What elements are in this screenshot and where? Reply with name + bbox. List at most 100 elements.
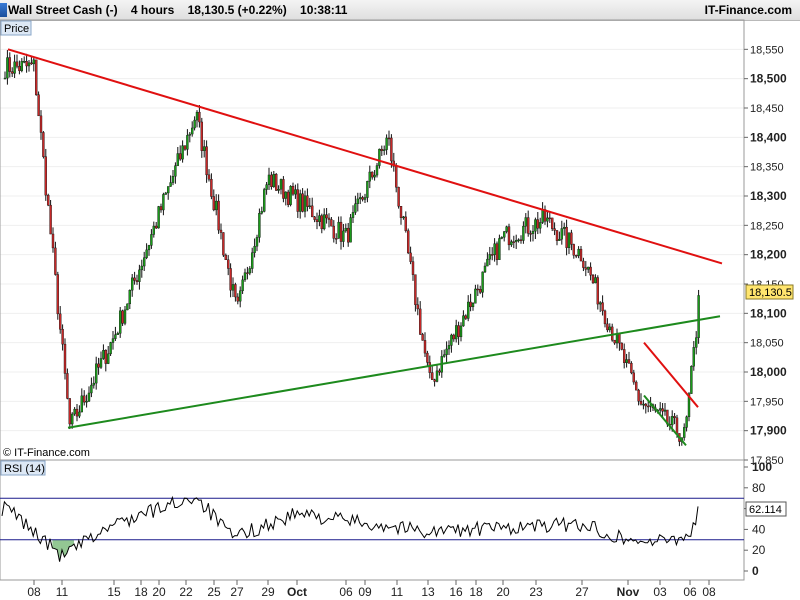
price-tick-label: 18,300 [750, 189, 787, 203]
candle-body [142, 257, 146, 267]
candle-body [375, 165, 379, 176]
candle-body [373, 174, 376, 178]
brand-label: IT-Finance.com [704, 3, 792, 17]
candle-body [531, 230, 535, 234]
candle-body [522, 225, 525, 241]
candle-body [282, 179, 285, 199]
candle-body [611, 326, 614, 341]
candle-body [243, 272, 247, 281]
candle-body [397, 186, 400, 207]
rsi-panel-label: RSI (14) [4, 463, 45, 475]
candle-body [138, 269, 141, 282]
clock-time: 10:38:11 [300, 3, 348, 17]
rsi-axis: 020406080100 [744, 460, 772, 578]
candle-body [320, 215, 323, 230]
candle-body [106, 353, 110, 364]
candle-body [414, 274, 417, 305]
candle-body [349, 217, 352, 243]
trendlines [7, 48, 723, 446]
candle-body [85, 400, 88, 403]
candle-body [558, 238, 561, 241]
candle-body [332, 225, 335, 239]
candle-body [553, 228, 556, 231]
price-tick-label: 18,400 [750, 130, 787, 144]
candle-body [284, 191, 287, 199]
candle-body [644, 403, 647, 407]
candle-body [140, 265, 144, 271]
candle-body [606, 323, 609, 331]
candle-body [515, 240, 518, 243]
candle-body [303, 195, 307, 212]
candle-body [493, 243, 496, 255]
candle-body [229, 268, 232, 291]
candle-body [363, 197, 367, 200]
candle-body [253, 245, 256, 253]
candle-body [8, 57, 12, 72]
channel-bottom-trendline [643, 394, 687, 446]
candle-body [291, 185, 295, 195]
rsi-oversold-fill [52, 539, 74, 562]
watermark: © IT-Finance.com [3, 447, 90, 459]
candle-body [3, 77, 7, 80]
candle-body [15, 61, 19, 67]
candle-body [411, 261, 415, 275]
candle-body [231, 284, 235, 291]
candle-body [697, 295, 700, 338]
candle-body [183, 145, 187, 150]
price-tick-label: 18,100 [750, 306, 787, 320]
candle-body [661, 408, 664, 412]
candle-body [359, 197, 362, 200]
candle-body [61, 329, 64, 345]
candle-body [162, 194, 165, 211]
candle-body [190, 127, 194, 135]
time-tick-label: 29 [261, 585, 275, 599]
current-price-label: 18,130.5 [749, 287, 792, 299]
candle-body [512, 241, 515, 243]
candle-body [335, 238, 338, 240]
time-tick-label: 27 [575, 585, 589, 599]
candle-body [126, 303, 129, 311]
candle-body [20, 61, 23, 71]
candle-body [270, 174, 273, 187]
candle-body [570, 232, 573, 245]
candle-body [591, 274, 595, 284]
candle-body [210, 178, 213, 197]
rsi-tick-label: 100 [752, 460, 772, 474]
candle-body [548, 217, 551, 220]
candle-body [428, 362, 431, 373]
candle-body [457, 325, 460, 338]
candle-body [445, 348, 448, 355]
candle-body [354, 203, 357, 213]
rsi-plot-border [0, 459, 745, 581]
candle-body [205, 146, 208, 176]
candle-body [133, 277, 136, 281]
candle-body [404, 216, 407, 231]
candle-body [171, 176, 175, 183]
candle-body [647, 405, 650, 408]
candle-body [30, 62, 33, 65]
candle-body [238, 290, 242, 302]
instrument-summary: Wall Street Cash (-) 4 hours 18,130.5 (+… [8, 3, 347, 17]
candle-body [10, 71, 14, 74]
candle-body [111, 338, 115, 343]
candle-body [207, 174, 211, 180]
candle-body [200, 121, 204, 151]
price-tick-label: 17,900 [750, 424, 787, 438]
candle-body [450, 334, 453, 346]
candle-body [32, 59, 35, 65]
candle-body [154, 225, 158, 229]
candle-body [169, 182, 172, 187]
candle-body [311, 205, 314, 218]
candle-body [37, 94, 40, 117]
candle-body [474, 288, 477, 304]
candle-body [275, 174, 278, 191]
price-tick-label: 18,000 [750, 365, 787, 379]
candle-body [416, 304, 419, 310]
candle-body [75, 408, 79, 417]
candle-body [258, 213, 261, 238]
candle-body [479, 289, 482, 293]
candle-body [222, 232, 225, 256]
candle-body [642, 403, 645, 406]
candle-body [121, 310, 124, 324]
